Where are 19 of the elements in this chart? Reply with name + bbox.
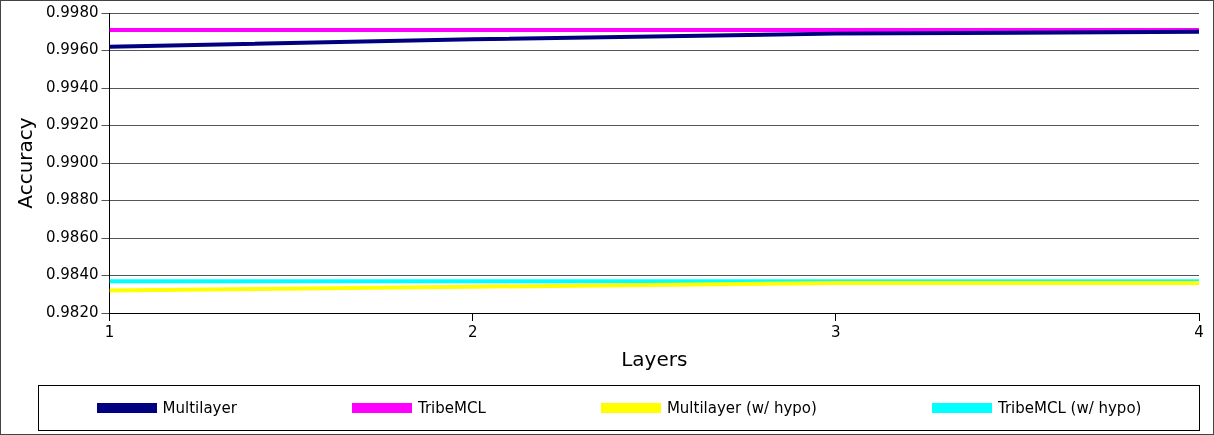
x-axis-title: Layers (621, 347, 688, 372)
y-tick-label: 0.9980 (45, 2, 99, 21)
y-tick-label: 0.9820 (45, 302, 99, 321)
y-tick-label: 0.9920 (45, 115, 99, 134)
x-tick-label: 2 (467, 322, 478, 341)
y-tick-label: 0.9880 (45, 190, 99, 209)
x-tick-label: 4 (1194, 322, 1204, 341)
legend-label: Multilayer (162, 399, 237, 417)
legend-label: TribeMCL (417, 399, 486, 417)
legend-label: Multilayer (w/ hypo) (666, 399, 817, 417)
y-tick-label: 0.9860 (45, 227, 99, 246)
y-tick-label: 0.9960 (45, 40, 99, 59)
y-axis-title: Accuracy (13, 117, 38, 209)
y-tick-label: 0.9840 (45, 265, 99, 284)
legend-label: TribeMCL (w/ hypo) (997, 399, 1142, 417)
y-tick-label: 0.9940 (45, 77, 99, 96)
x-tick-label: 3 (831, 322, 841, 341)
x-tick-label: 1 (104, 322, 115, 341)
y-tick-label: 0.9900 (45, 152, 99, 171)
